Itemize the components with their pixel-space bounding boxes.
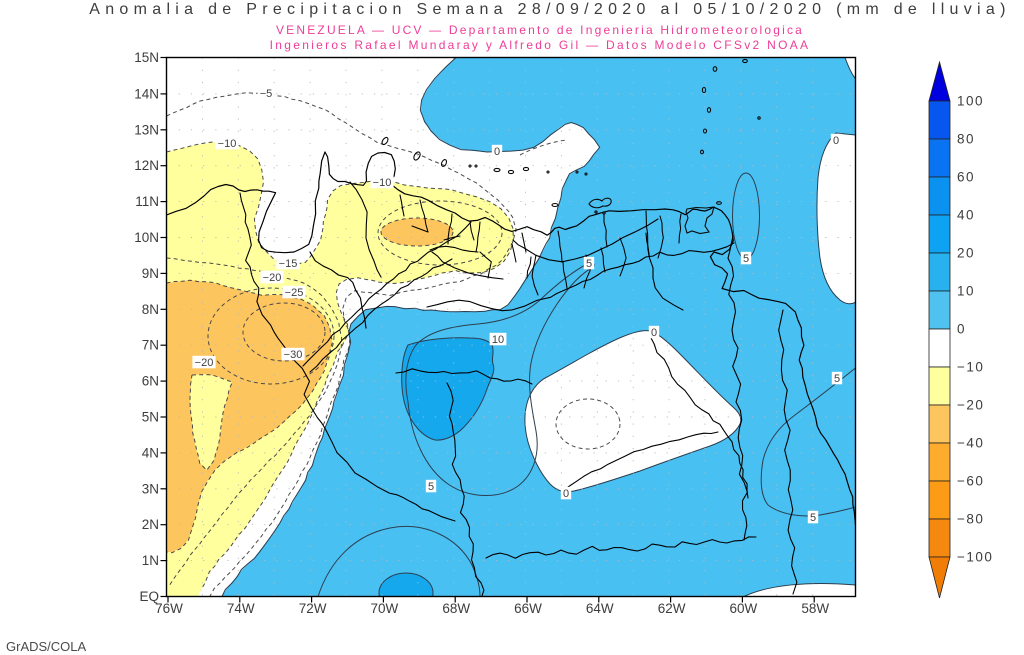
svg-text:−10: −10 — [373, 177, 392, 189]
svg-text:−80: −80 — [957, 512, 984, 527]
svg-text:0: 0 — [563, 488, 569, 500]
svg-text:−30: −30 — [284, 349, 303, 361]
svg-text:VENEZUELA — UCV — Departamento: VENEZUELA — UCV — Departamento de Ingeni… — [276, 23, 804, 37]
svg-text:−15: −15 — [279, 258, 298, 270]
svg-text:0: 0 — [651, 327, 657, 339]
svg-text:70W: 70W — [371, 601, 399, 616]
svg-text:100: 100 — [957, 94, 984, 109]
svg-text:5: 5 — [834, 373, 840, 385]
svg-text:−20: −20 — [957, 398, 984, 413]
svg-text:10: 10 — [957, 284, 975, 299]
svg-text:5: 5 — [810, 512, 816, 524]
svg-text:−20: −20 — [263, 272, 282, 284]
svg-text:5: 5 — [428, 481, 434, 493]
svg-text:0: 0 — [494, 146, 500, 158]
svg-text:40: 40 — [957, 208, 975, 223]
svg-text:14N: 14N — [134, 86, 159, 101]
svg-text:0: 0 — [833, 135, 839, 147]
svg-text:−10: −10 — [957, 360, 984, 375]
svg-text:5: 5 — [586, 258, 592, 270]
svg-text:76W: 76W — [155, 601, 183, 616]
svg-text:Anomalia de Precipitacion Sema: Anomalia de Precipitacion Semana 28/09/2… — [89, 1, 1010, 18]
svg-text:13N: 13N — [134, 122, 159, 137]
svg-text:−5: −5 — [260, 88, 273, 100]
svg-text:72W: 72W — [299, 601, 327, 616]
svg-text:60W: 60W — [730, 601, 758, 616]
svg-text:−100: −100 — [957, 550, 993, 565]
svg-text:3N: 3N — [142, 481, 159, 496]
svg-text:64W: 64W — [586, 601, 614, 616]
svg-text:74W: 74W — [227, 601, 255, 616]
svg-text:15N: 15N — [134, 50, 159, 65]
svg-text:6N: 6N — [142, 374, 159, 389]
svg-text:12N: 12N — [134, 158, 159, 173]
svg-text:−10: −10 — [218, 138, 237, 150]
svg-text:66W: 66W — [514, 601, 542, 616]
svg-text:GrADS/COLA: GrADS/COLA — [6, 639, 87, 654]
svg-text:0: 0 — [957, 322, 966, 337]
svg-text:58W: 58W — [801, 601, 829, 616]
svg-text:Ingenieros Rafael Mundaray y A: Ingenieros Rafael Mundaray y Alfredo Gil… — [270, 38, 811, 52]
svg-text:60: 60 — [957, 170, 975, 185]
svg-text:10: 10 — [492, 334, 504, 346]
svg-text:68W: 68W — [442, 601, 470, 616]
svg-text:8N: 8N — [142, 302, 159, 317]
svg-text:EQ: EQ — [139, 589, 159, 604]
svg-text:2N: 2N — [142, 517, 159, 532]
svg-text:10N: 10N — [134, 230, 159, 245]
svg-text:−60: −60 — [957, 474, 984, 489]
svg-text:20: 20 — [957, 246, 975, 261]
svg-text:1N: 1N — [142, 553, 159, 568]
svg-text:4N: 4N — [142, 445, 159, 460]
svg-text:80: 80 — [957, 132, 975, 147]
svg-text:−20: −20 — [195, 357, 214, 369]
svg-text:11N: 11N — [135, 194, 159, 209]
svg-text:9N: 9N — [142, 266, 159, 281]
svg-text:−25: −25 — [285, 287, 304, 299]
svg-text:−40: −40 — [957, 436, 984, 451]
svg-text:7N: 7N — [142, 338, 159, 353]
svg-text:62W: 62W — [658, 601, 686, 616]
svg-text:5N: 5N — [142, 410, 159, 425]
svg-text:5: 5 — [743, 253, 749, 265]
